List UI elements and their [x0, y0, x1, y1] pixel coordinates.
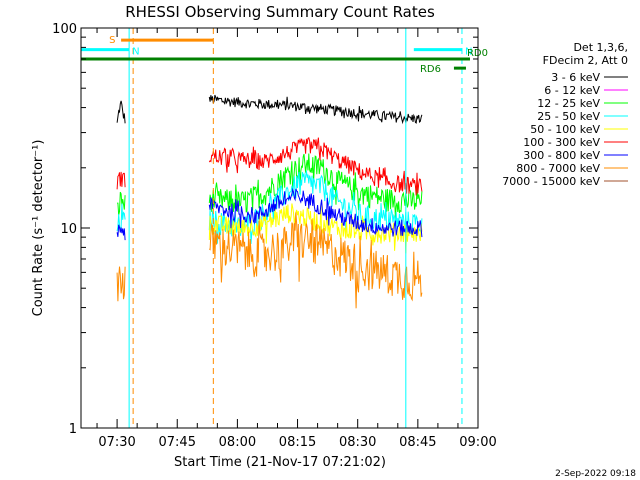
- series-3-segment-1: [117, 191, 126, 216]
- y-tick-label-2: 10: [60, 222, 77, 237]
- x-tick-label-3: 08:00: [219, 435, 256, 450]
- legend-header-2: FDecim 2, Att 0: [543, 54, 628, 67]
- series-8-segment-2: [208, 212, 423, 309]
- legend-label-3: 12 - 25 keV: [537, 97, 600, 110]
- footer-date: 2-Sep-2022 09:18: [555, 469, 636, 479]
- legend-label-8: 800 - 7000 keV: [516, 162, 600, 175]
- x-tick-label-5: 08:30: [339, 435, 376, 450]
- axes: 1 10 100 07:30 07:45 08:00 08:15 08:30 08:45 09:0…: [52, 22, 497, 450]
- x-tick-label-4: 08:15: [279, 435, 316, 450]
- legend-label-5: 50 - 100 keV: [530, 123, 600, 136]
- x-tick-label-2: 07:45: [159, 435, 196, 450]
- flag-label-5: RD6: [420, 64, 441, 75]
- series-1-segment-2: [208, 94, 423, 125]
- series-8-segment-1: [116, 266, 126, 302]
- y-axis-label: Count Rate (s⁻¹ detector⁻¹): [31, 140, 46, 317]
- series-4-segment-2: [208, 170, 423, 245]
- series-1-segment-1: [116, 100, 126, 124]
- flag-label-4: RD0: [467, 48, 488, 59]
- y-tick-label-1: 1: [69, 422, 77, 437]
- flag-label-1: S: [109, 35, 115, 46]
- series-7-segment-2: [208, 187, 423, 238]
- legend-label-7: 300 - 800 keV: [523, 149, 600, 162]
- series-6-segment-2: [208, 137, 423, 196]
- x-tick-label-1: 07:30: [98, 435, 135, 450]
- flag-label-3: N: [465, 47, 472, 58]
- legend-label-4: 25 - 50 keV: [537, 110, 600, 123]
- x-axis-label: Start Time (21-Nov-17 07:21:02): [174, 455, 386, 470]
- chart-title: RHESSI Observing Summary Count Rates: [125, 3, 435, 21]
- flag-label-2: N: [132, 47, 139, 58]
- legend-label-6: 100 - 300 keV: [523, 136, 600, 149]
- x-tick-label-6: 08:45: [399, 435, 436, 450]
- series-7-segment-1: [116, 224, 126, 241]
- series-6-segment-1: [116, 171, 126, 190]
- y-tick-label-3: 100: [52, 22, 77, 37]
- legend-label-2: 6 - 12 keV: [544, 84, 600, 97]
- series-layer: [116, 94, 423, 309]
- x-tick-label-7: 09:00: [459, 435, 496, 450]
- legend-label-9: 7000 - 15000 keV: [502, 175, 600, 188]
- legend-label-1: 3 - 6 keV: [551, 71, 600, 84]
- legend-header-1: Det 1,3,6,: [573, 41, 628, 54]
